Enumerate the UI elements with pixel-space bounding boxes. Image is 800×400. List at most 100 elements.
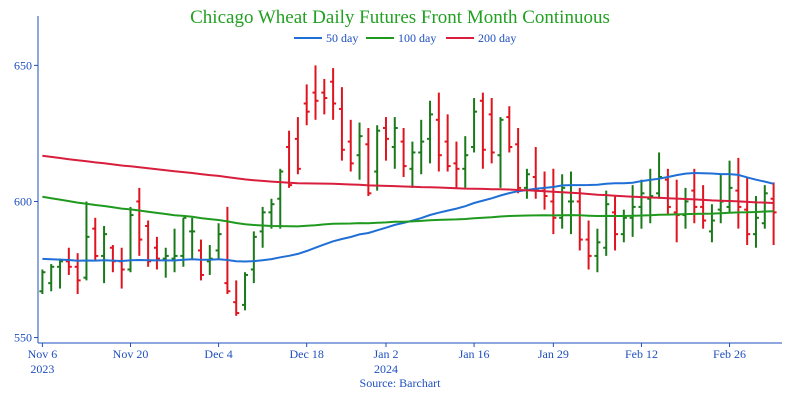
ohlc-bar: [338, 87, 345, 161]
ohlc-bar: [400, 127, 407, 177]
ohlc-bar: [312, 65, 319, 120]
legend: 50 day 100 day 200 day: [294, 31, 516, 45]
x-tick-year: 2024: [374, 362, 398, 376]
ohlc-bar: [347, 119, 354, 172]
ohlc-bar: [559, 174, 566, 229]
ohlc-bar: [391, 117, 398, 169]
x-tick-label: Feb 26: [713, 347, 746, 361]
chart-title: Chicago Wheat Daily Futures Front Month …: [190, 7, 610, 28]
ohlc-bar: [101, 225, 108, 284]
ohlc-bar: [180, 216, 187, 267]
ohlc-bar: [444, 114, 451, 172]
ohlc-bar: [735, 157, 742, 229]
ohlc-bar: [471, 98, 478, 153]
y-tick-label: 600: [14, 194, 32, 208]
legend-item: 200 day: [446, 31, 516, 45]
ohlc-bar: [435, 92, 442, 172]
y-tick-label: 550: [14, 331, 32, 345]
x-tick-label: Jan 16: [459, 347, 490, 361]
ohlc-bar: [744, 176, 751, 246]
ma-100-day-line: [42, 195, 774, 228]
ohlc-bar: [286, 130, 293, 188]
ohlc-bar: [629, 185, 636, 237]
y-axis-ticks: 550 600 650: [14, 58, 38, 345]
ohlc-bar: [585, 220, 592, 270]
x-tick-label: Dec 18: [290, 347, 324, 361]
ohlc-bar: [65, 247, 72, 275]
ohlc-bar: [726, 160, 733, 213]
ohlc-bar: [603, 190, 610, 256]
ohlc-bar: [83, 201, 90, 281]
ohlc-bar: [497, 117, 504, 188]
ohlc-bar: [153, 236, 160, 270]
ohlc-bar: [224, 206, 231, 295]
ohlc-bar: [453, 141, 460, 188]
ohlc-bar: [303, 84, 310, 126]
ohlc-bars: [39, 65, 777, 316]
ohlc-bar: [268, 198, 275, 229]
ohlc-bar: [145, 220, 152, 267]
ohlc-bar: [136, 187, 143, 256]
ohlc-bar: [673, 179, 680, 243]
ohlc-bar: [594, 228, 601, 273]
ohlc-bar: [717, 174, 724, 224]
ohlc-bar: [576, 187, 583, 251]
x-tick-label: Nov 6: [28, 347, 58, 361]
ohlc-bar: [550, 168, 557, 235]
x-tick-label: Jan 29: [538, 347, 569, 361]
ohlc-bar: [171, 228, 178, 273]
ma-200-day-line: [42, 154, 774, 204]
ohlc-bar: [682, 187, 689, 229]
ohlc-bar: [277, 168, 284, 229]
x-tick-label: Jan 2: [373, 347, 398, 361]
ohlc-bar: [92, 217, 99, 262]
x-tick-label: Dec 4: [204, 347, 232, 361]
source-label: Source: Barchart: [360, 376, 442, 390]
ohlc-bar: [418, 119, 425, 175]
ohlc-bar: [189, 217, 196, 259]
ohlc-bar: [691, 168, 698, 224]
ohlc-bar: [382, 117, 389, 161]
ohlc-bar: [321, 78, 328, 115]
ohlc-bar: [242, 272, 249, 311]
ohlc-bar: [647, 168, 654, 224]
ohlc-bar: [700, 185, 707, 229]
ohlc-bar: [233, 280, 240, 316]
ohlc-bar: [708, 204, 715, 243]
ohlc-bar: [250, 231, 257, 284]
ohlc-bar: [612, 196, 619, 251]
ohlc-bar: [462, 136, 469, 188]
ohlc-bar: [752, 196, 759, 248]
ohlc-bar: [409, 141, 416, 188]
ohlc-bar: [48, 264, 55, 292]
ohlc-bar: [479, 92, 486, 169]
ohlc-bar: [259, 206, 266, 248]
legend-label: 200 day: [478, 31, 516, 45]
x-tick-year: 2023: [30, 362, 54, 376]
ohlc-bar: [656, 152, 663, 199]
ohlc-bar: [330, 68, 337, 120]
ohlc-bar: [761, 185, 768, 229]
y-tick-label: 650: [14, 58, 32, 72]
ohlc-bar: [39, 269, 46, 295]
ohlc-bar: [488, 98, 495, 164]
ohlc-bar: [506, 106, 513, 153]
ohlc-bar: [567, 171, 574, 235]
ohlc-bar: [523, 168, 530, 199]
legend-item: 50 day: [294, 31, 358, 45]
ohlc-bar: [356, 122, 363, 180]
legend-label: 100 day: [398, 31, 436, 45]
ohlc-bar: [162, 247, 169, 278]
moving-average-lines: [42, 154, 774, 263]
ohlc-bar: [57, 258, 64, 289]
ohlc-bar: [620, 209, 627, 243]
ohlc-bar: [294, 117, 301, 175]
legend-label: 50 day: [326, 31, 358, 45]
ohlc-bar: [74, 253, 81, 295]
ohlc-bar: [515, 127, 522, 194]
ohlc-bar: [770, 182, 777, 246]
x-tick-label: Nov 20: [113, 347, 149, 361]
